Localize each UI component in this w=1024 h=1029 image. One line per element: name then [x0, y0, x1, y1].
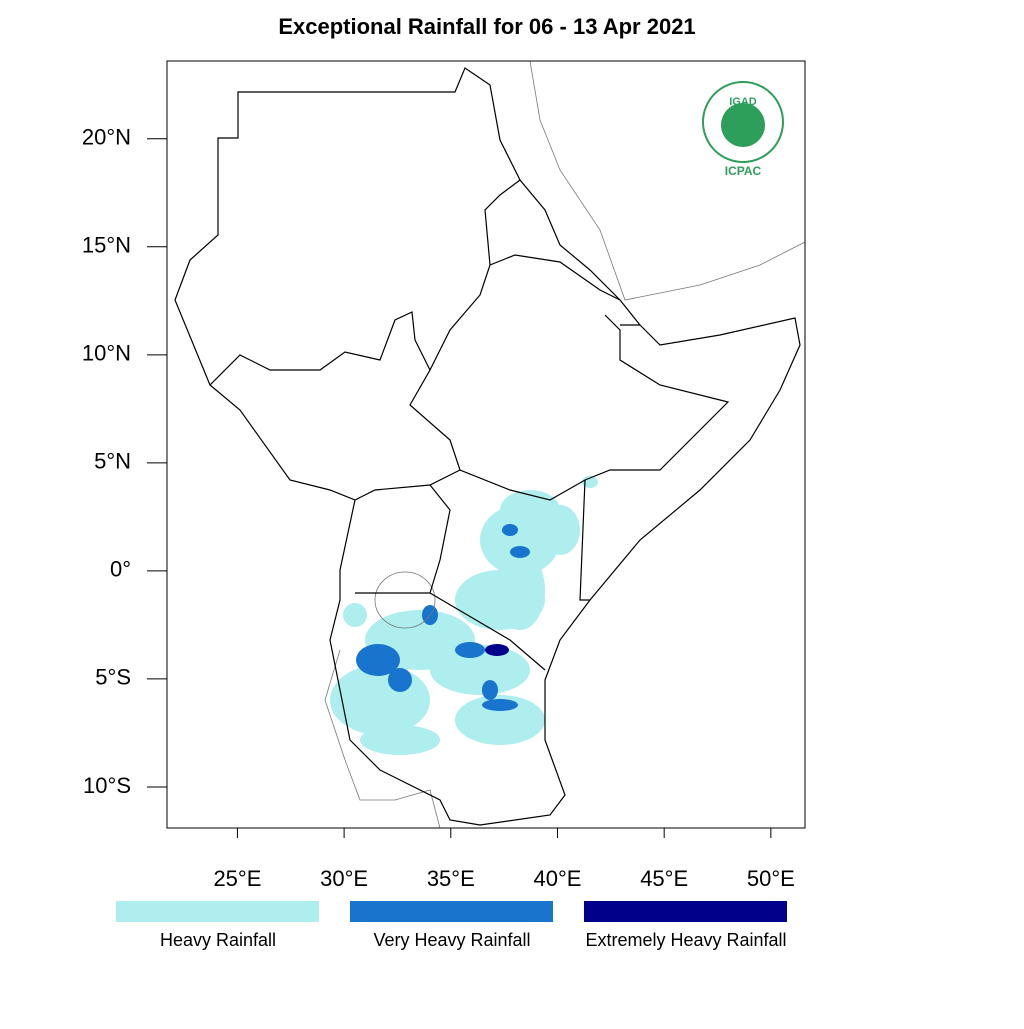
rainfall-patch [495, 550, 545, 630]
rainfall-layer [330, 476, 598, 755]
rainfall-patch [360, 725, 440, 755]
logo-top: IGAD [729, 96, 757, 108]
rainfall-patch [482, 680, 498, 700]
y-tick-label: 5°N [94, 449, 131, 474]
legend-label: Heavy Rainfall [160, 930, 276, 950]
rainfall-patch [343, 603, 367, 627]
x-tick-label: 30°E [320, 866, 368, 891]
legend-label: Extremely Heavy Rainfall [585, 930, 786, 950]
rainfall-patch [388, 668, 412, 692]
y-tick-label: 15°N [82, 233, 131, 258]
lake-victoria [374, 571, 436, 629]
y-tick-label: 0° [110, 557, 131, 582]
borders [174, 60, 806, 829]
y-tick-label: 20°N [82, 125, 131, 150]
rainfall-patch [540, 505, 580, 555]
rainfall-patch [455, 642, 485, 658]
y-tick-label: 10°N [82, 341, 131, 366]
y-tick-label: 5°S [95, 665, 131, 690]
legend-swatch [116, 901, 319, 922]
logo: IGAD ICPAC [702, 81, 784, 178]
rainfall-patch [455, 695, 545, 745]
logo-emblem [721, 103, 765, 147]
rainfall-patch [430, 645, 530, 695]
chart-title: Exceptional Rainfall for 06 - 13 Apr 202… [278, 14, 695, 39]
x-tick-label: 35°E [427, 866, 475, 891]
rainfall-patch [356, 644, 400, 676]
arabia-coast [529, 60, 806, 301]
x-tick-label: 45°E [640, 866, 688, 891]
rainfall-patch [502, 524, 518, 536]
logo-bottom: ICPAC [725, 164, 762, 178]
legend-label: Very Heavy Rainfall [373, 930, 530, 950]
legend-swatch [350, 901, 553, 922]
country-borders [209, 179, 730, 671]
legend-swatch [584, 901, 787, 922]
x-tick-label: 40°E [534, 866, 582, 891]
rainfall-patch [510, 546, 530, 558]
x-tick-label: 50°E [747, 866, 795, 891]
x-tick-label: 25°E [213, 866, 261, 891]
coastline [174, 67, 801, 826]
y-tick-label: 10°S [83, 773, 131, 798]
lake-border [324, 649, 441, 829]
plot-frame [166, 60, 806, 829]
rainfall-patch [482, 699, 518, 711]
rainfall-patch [485, 644, 509, 656]
